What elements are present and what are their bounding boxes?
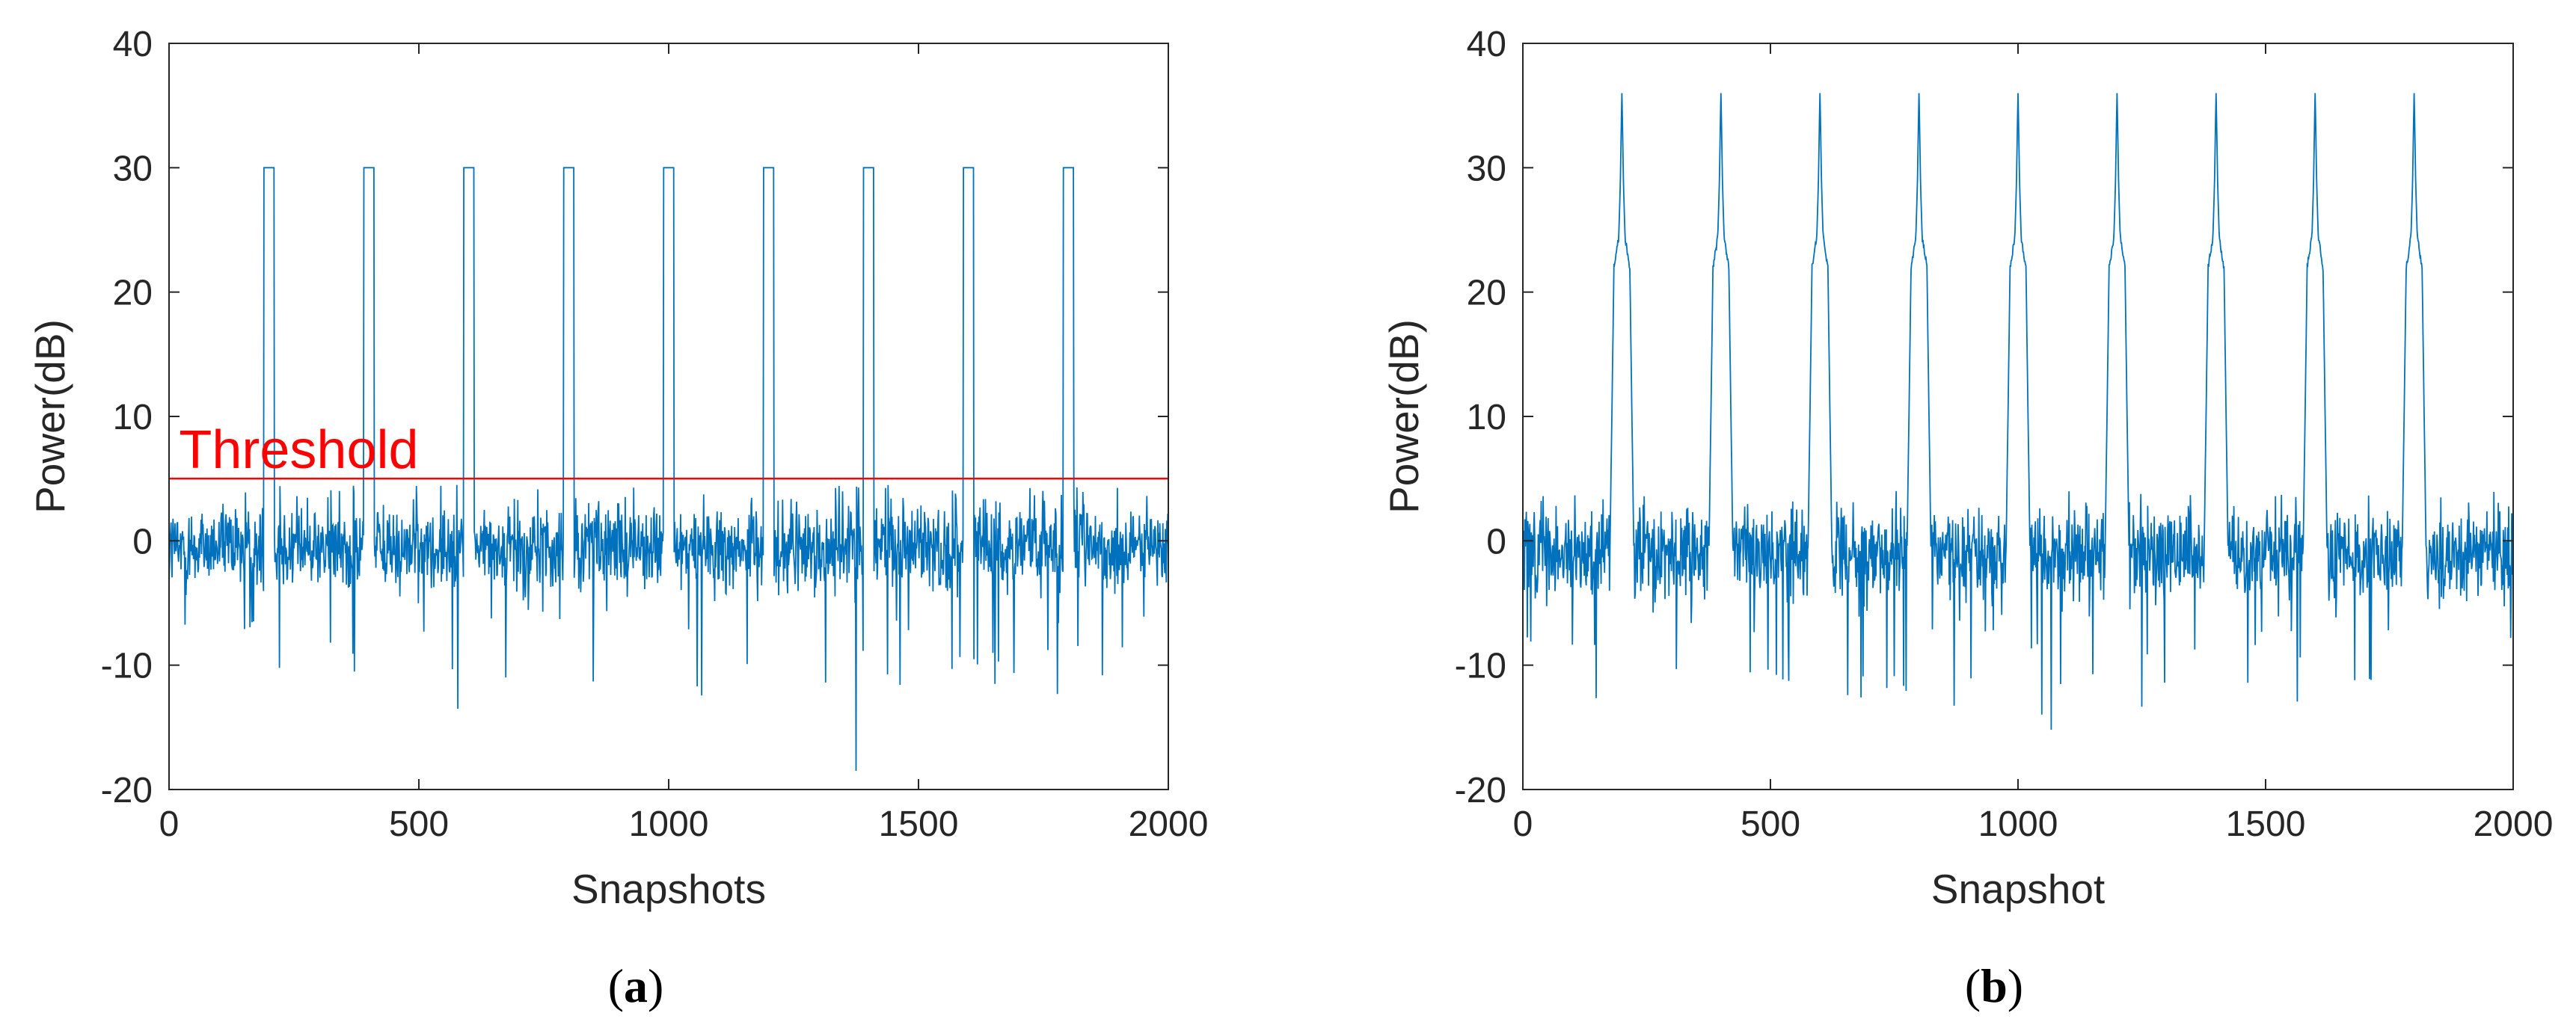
y-tick-label: 10 [113, 398, 153, 437]
panel-label: (b) [1965, 959, 2023, 1012]
x-tick-label: 2000 [2474, 804, 2554, 844]
x-tick-label: 0 [159, 804, 180, 844]
plot-frame [168, 43, 1169, 790]
chart-panel-a: 0 500 1000 1500 2000 -20 -10 0 10 20 30 40 Snapshots… [27, 25, 1208, 1012]
panel-label-letter: b [1981, 959, 2008, 1012]
x-axis-label: Snapshot [1931, 866, 2105, 912]
y-tick-label: 20 [113, 274, 153, 313]
y-tick-label: 0 [1486, 522, 1506, 561]
series-line [1523, 93, 2513, 730]
panel-label-close: ) [648, 959, 663, 1012]
y-axis-label: Power(dB) [27, 319, 73, 514]
panel-label-letter: a [624, 959, 648, 1012]
plot-frame [1522, 43, 2514, 790]
y-tick-label: 20 [1467, 274, 1506, 313]
y-tick-label: -10 [101, 647, 153, 686]
x-tick-label: 1000 [629, 804, 709, 844]
threshold-annotation: Threshold [179, 420, 418, 480]
y-tick-label: -10 [1455, 647, 1506, 686]
panel-label-open: ( [1965, 959, 1981, 1012]
y-axis-label: Power(dB) [1381, 319, 1427, 514]
y-tick-label: -20 [101, 771, 153, 810]
y-tick-label: 40 [1467, 25, 1506, 64]
x-tick-label: 2000 [1129, 804, 1209, 844]
y-tick-label: 0 [132, 522, 153, 561]
x-tick-label: 1500 [879, 804, 959, 844]
y-tick-label: -20 [1455, 771, 1506, 810]
y-tick-label: 30 [113, 149, 153, 188]
y-tick-label: 40 [113, 25, 153, 64]
x-tick-label: 1000 [1978, 804, 2058, 844]
x-tick-label: 500 [1741, 804, 1800, 844]
x-tick-label: 500 [389, 804, 449, 844]
chart-panel-b: 0 500 1000 1500 2000 -20 -10 0 10 20 30 40 Snapshot P… [1381, 25, 2553, 1012]
y-tick-label: 30 [1467, 149, 1506, 188]
x-tick-label: 0 [1513, 804, 1533, 844]
panel-label-open: ( [608, 959, 624, 1012]
panel-label-close: ) [2008, 959, 2023, 1012]
y-tick-label: 10 [1467, 398, 1506, 437]
series-line [169, 167, 1168, 772]
panel-label: (a) [608, 959, 664, 1012]
x-axis-label: Snapshots [571, 866, 766, 912]
x-tick-label: 1500 [2226, 804, 2306, 844]
